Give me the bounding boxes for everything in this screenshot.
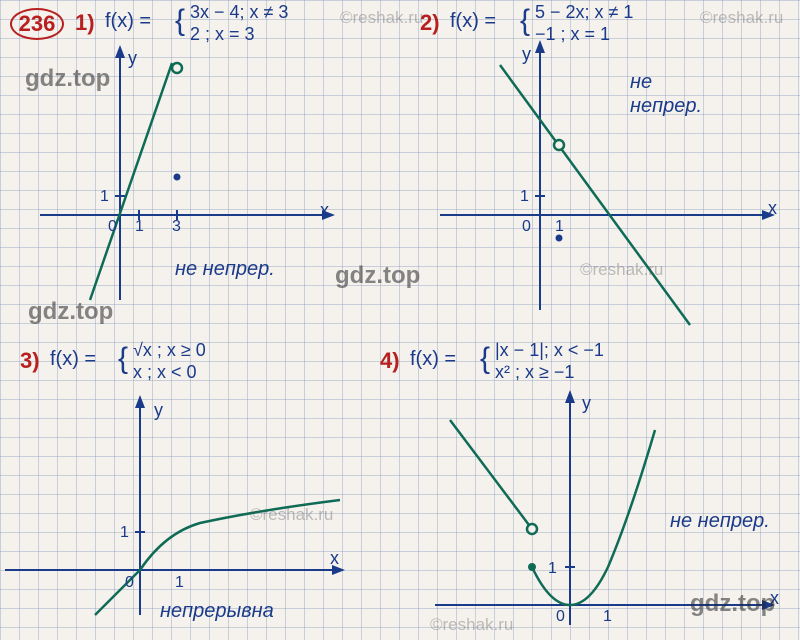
formula-prefix: f(x) = bbox=[50, 348, 96, 371]
continuity-note: не непрер. bbox=[175, 258, 275, 281]
brace: { bbox=[175, 4, 185, 38]
axis-tick: 1 bbox=[135, 218, 144, 236]
panel-index: 2) bbox=[420, 10, 440, 36]
axis-tick: 1 bbox=[120, 524, 129, 542]
axis-label-y: y bbox=[128, 48, 137, 69]
axis-tick: 1 bbox=[100, 188, 109, 206]
axis-origin: 0 bbox=[108, 218, 117, 236]
formula-piece: x² ; x ≥ −1 bbox=[495, 362, 574, 383]
axis-tick: 1 bbox=[555, 218, 564, 236]
axis-origin: 0 bbox=[522, 218, 531, 236]
axis-label-x: x bbox=[768, 198, 777, 219]
brace: { bbox=[480, 342, 490, 376]
axis-tick: 1 bbox=[548, 560, 557, 578]
formula-piece: √x ; x ≥ 0 bbox=[133, 340, 206, 361]
axis-label-x: x bbox=[770, 588, 779, 609]
continuity-note: ненепрер. bbox=[630, 70, 702, 118]
panel-index: 1) bbox=[75, 10, 95, 36]
formula-piece: 5 − 2x; x ≠ 1 bbox=[535, 2, 633, 23]
formula-prefix: f(x) = bbox=[410, 348, 456, 371]
formula-piece: x ; x < 0 bbox=[133, 362, 197, 383]
formula-prefix: f(x) = bbox=[105, 10, 151, 33]
continuity-note: не непрер. bbox=[670, 510, 770, 533]
axis-origin: 0 bbox=[556, 608, 565, 626]
formula-prefix: f(x) = bbox=[450, 10, 496, 33]
axis-tick: 1 bbox=[520, 188, 529, 206]
axis-tick: 1 bbox=[603, 608, 612, 626]
continuity-note: непрерывна bbox=[160, 600, 274, 623]
axis-label-y: y bbox=[582, 393, 591, 414]
formula-piece: |x − 1|; x < −1 bbox=[495, 340, 604, 361]
axis-label-x: x bbox=[330, 548, 339, 569]
panel-index: 3) bbox=[20, 348, 40, 374]
axis-tick: 1 bbox=[175, 574, 184, 592]
axis-label-y: y bbox=[522, 44, 531, 65]
brace: { bbox=[520, 4, 530, 38]
axis-tick: 3 bbox=[172, 218, 181, 236]
axis-origin: 0 bbox=[125, 574, 134, 592]
chart-panel-2 bbox=[440, 40, 800, 330]
axis-label-y: y bbox=[154, 400, 163, 421]
formula-piece: 3x − 4; x ≠ 3 bbox=[190, 2, 288, 23]
panel-index: 4) bbox=[380, 348, 400, 374]
axis-label-x: x bbox=[320, 200, 329, 221]
problem-number: 236 bbox=[10, 8, 64, 40]
brace: { bbox=[118, 342, 128, 376]
